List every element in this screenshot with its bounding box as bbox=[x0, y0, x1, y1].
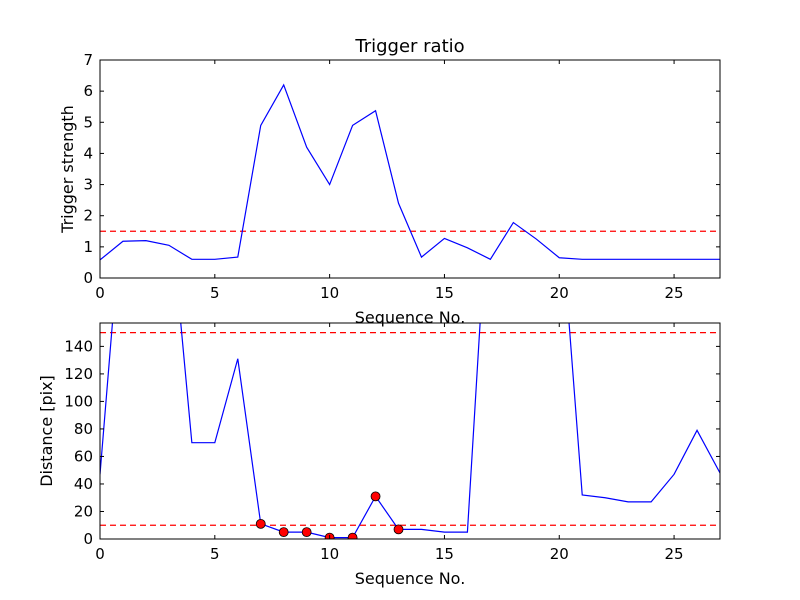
x-axis-ticks: 0 5 10 15 20 25 bbox=[95, 60, 684, 302]
x-axis-ticks: 0 5 10 15 20 25 bbox=[95, 323, 684, 563]
y-tick-label: 20 bbox=[74, 502, 93, 520]
x-tick-label: 25 bbox=[665, 545, 684, 563]
series-line bbox=[100, 323, 720, 539]
y-tick-label: 4 bbox=[83, 144, 93, 162]
y-tick-label: 0 bbox=[83, 530, 93, 548]
x-axis-label: Sequence No. bbox=[355, 308, 466, 327]
trigger-ratio-plot: Trigger ratio 0 5 10 15 20 25 0 1 2 3 4 5 6 7 Sequen… bbox=[58, 36, 721, 327]
distance-plot: 0 5 10 15 20 25 0 20 40 60 80 100 120 140 Sequence N… bbox=[37, 322, 721, 588]
y-tick-label: 60 bbox=[74, 447, 93, 465]
data-point-marker bbox=[347, 532, 358, 539]
x-tick-label: 10 bbox=[320, 545, 339, 563]
threshold-lines bbox=[100, 332, 720, 526]
data-series bbox=[100, 83, 720, 261]
y-tick-label: 3 bbox=[83, 176, 93, 194]
y-axis-label: Distance [pix] bbox=[37, 375, 56, 487]
data-point-marker bbox=[393, 524, 404, 535]
x-axis-label: Sequence No. bbox=[355, 569, 466, 588]
data-point-marker bbox=[370, 491, 381, 502]
plot-frame bbox=[99, 322, 721, 540]
y-tick-label: 40 bbox=[74, 475, 93, 493]
x-tick-label: 5 bbox=[210, 545, 220, 563]
x-tick-label: 25 bbox=[665, 284, 684, 302]
x-tick-label: 20 bbox=[550, 545, 569, 563]
series-line bbox=[100, 83, 720, 261]
y-tick-label: 0 bbox=[83, 269, 93, 287]
data-point-marker bbox=[255, 518, 266, 529]
x-tick-label: 0 bbox=[95, 545, 105, 563]
x-tick-label: 10 bbox=[320, 284, 339, 302]
x-tick-label: 0 bbox=[95, 284, 105, 302]
y-axis-ticks: 0 20 40 60 80 100 120 140 bbox=[64, 337, 720, 548]
y-axis-label: Trigger strength bbox=[58, 105, 77, 234]
data-point-marker bbox=[278, 527, 289, 538]
y-tick-label: 100 bbox=[64, 392, 93, 410]
y-tick-label: 7 bbox=[83, 51, 93, 69]
data-series bbox=[100, 323, 720, 539]
y-tick-label: 6 bbox=[83, 82, 93, 100]
y-axis-ticks: 0 1 2 3 4 5 6 7 bbox=[83, 51, 720, 287]
x-tick-label: 20 bbox=[550, 284, 569, 302]
plot-title: Trigger ratio bbox=[354, 36, 464, 57]
y-tick-label: 1 bbox=[83, 238, 93, 256]
data-point-marker bbox=[301, 527, 312, 538]
x-tick-label: 15 bbox=[435, 284, 454, 302]
x-tick-label: 5 bbox=[210, 284, 220, 302]
y-tick-label: 140 bbox=[64, 337, 93, 355]
y-tick-label: 5 bbox=[83, 113, 93, 131]
y-tick-label: 120 bbox=[64, 365, 93, 383]
y-tick-label: 80 bbox=[74, 420, 93, 438]
x-tick-label: 15 bbox=[435, 545, 454, 563]
y-tick-label: 2 bbox=[83, 207, 93, 225]
plot-frame bbox=[99, 59, 721, 279]
